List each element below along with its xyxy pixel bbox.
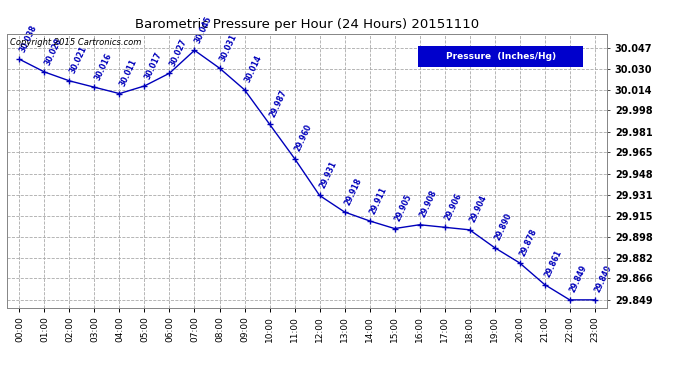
Text: 30.017: 30.017 <box>144 50 164 80</box>
Text: 29.878: 29.878 <box>518 227 539 257</box>
FancyBboxPatch shape <box>418 46 583 67</box>
Text: Pressure  (Inches/Hg): Pressure (Inches/Hg) <box>446 52 555 61</box>
Text: 30.011: 30.011 <box>118 58 139 88</box>
Title: Barometric Pressure per Hour (24 Hours) 20151110: Barometric Pressure per Hour (24 Hours) … <box>135 18 479 31</box>
Text: 29.905: 29.905 <box>393 193 414 223</box>
Text: 29.908: 29.908 <box>418 189 439 219</box>
Text: 30.045: 30.045 <box>193 15 214 45</box>
Text: 29.960: 29.960 <box>293 123 314 153</box>
Text: 29.906: 29.906 <box>444 192 464 222</box>
Text: 30.031: 30.031 <box>218 32 239 63</box>
Text: 30.027: 30.027 <box>168 38 189 68</box>
Text: 30.038: 30.038 <box>18 23 39 54</box>
Text: 29.849: 29.849 <box>593 264 614 294</box>
Text: 30.021: 30.021 <box>68 45 89 75</box>
Text: 29.861: 29.861 <box>544 249 564 279</box>
Text: 29.904: 29.904 <box>469 194 489 224</box>
Text: 29.849: 29.849 <box>569 264 589 294</box>
Text: 29.931: 29.931 <box>318 160 339 190</box>
Text: 29.987: 29.987 <box>268 88 289 118</box>
Text: Copyright 2015 Cartronics.com: Copyright 2015 Cartronics.com <box>10 38 141 47</box>
Text: 30.028: 30.028 <box>43 36 63 66</box>
Text: 30.014: 30.014 <box>244 54 264 84</box>
Text: 29.890: 29.890 <box>493 212 514 242</box>
Text: 29.918: 29.918 <box>344 176 364 207</box>
Text: 30.016: 30.016 <box>93 51 114 82</box>
Text: 29.911: 29.911 <box>368 185 389 215</box>
